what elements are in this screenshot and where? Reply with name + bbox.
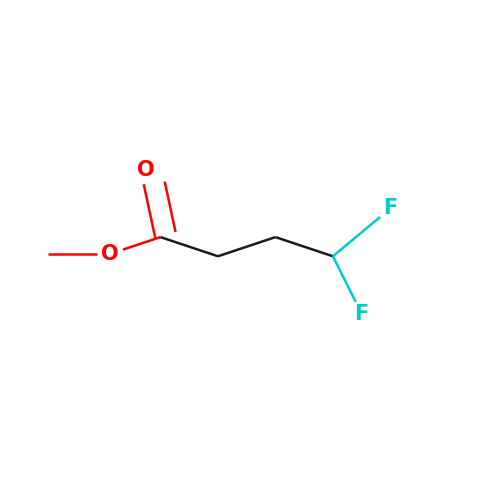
Text: F: F bbox=[354, 304, 369, 324]
Text: O: O bbox=[102, 244, 119, 264]
Text: O: O bbox=[137, 160, 155, 180]
Text: F: F bbox=[383, 198, 398, 218]
